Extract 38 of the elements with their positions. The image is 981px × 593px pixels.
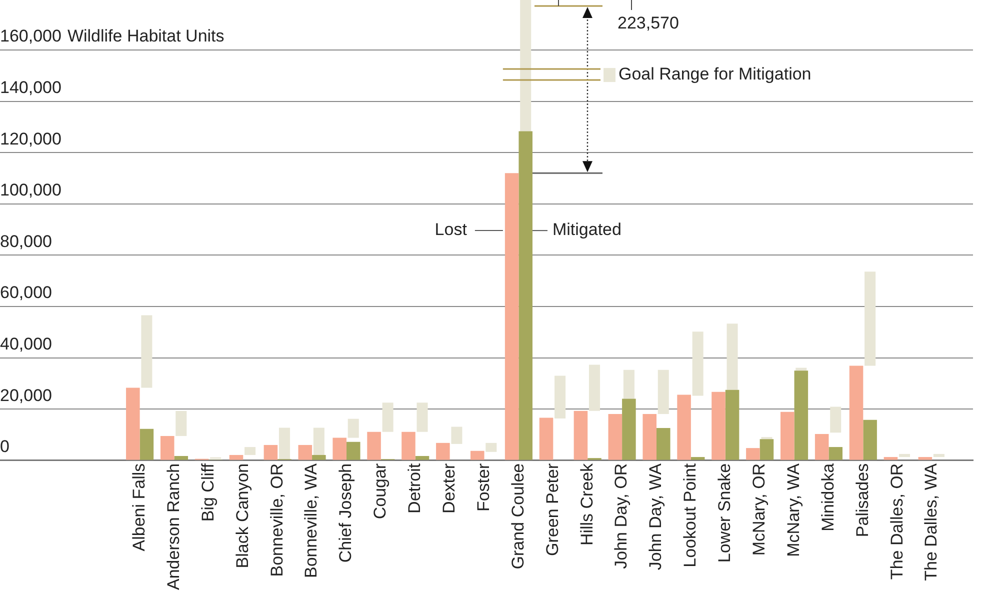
x-tick-label: Bonneville, OR (267, 463, 286, 577)
x-tick-label: Black Canyon (232, 463, 252, 568)
x-tick-label: The Dalles, OR (887, 463, 906, 580)
text: 223,570 (617, 14, 679, 33)
y-tick-label: 40,000 (0, 334, 52, 354)
y-tick-label: 80,000 (0, 232, 52, 251)
y-tick-label: 20,000 (0, 386, 52, 405)
x-tick-label: Minidoka (818, 462, 838, 532)
x-tick-label: Bonneville, WA (302, 462, 321, 578)
text: Lost (434, 220, 468, 240)
legend-label: Goal Range for Mitigation (618, 64, 812, 84)
x-tick-label: Albeni Falls (129, 463, 148, 552)
x-tick-label: McNary, OR (750, 463, 769, 556)
x-tick-label: Green Peter (542, 463, 562, 556)
y-tick-label: 140,000 (0, 78, 62, 97)
x-tick-label: McNary, WA (784, 462, 803, 557)
x-tick-label: Chief Joseph (336, 463, 356, 563)
x-tick-label: The Dalles, WA (922, 462, 941, 581)
x-tick-label: John Day, WA (646, 462, 666, 570)
x-tick-label: Grand Coulee (508, 463, 528, 570)
x-tick-label: Anderson Ranch (164, 463, 183, 590)
y-tick-label: 100,000 (0, 180, 62, 200)
x-tick-label: Hills Creek (577, 462, 596, 546)
y-axis-title: Wildlife Habitat Units (67, 26, 224, 46)
x-tick-label: John Day, OR (612, 463, 631, 569)
x-tick-label: Lower Snake (715, 463, 734, 563)
x-tick-label: Detroit (405, 463, 424, 514)
x-tick-label: Lookout Point (680, 463, 700, 568)
y-tick-label: 160,000 (0, 26, 62, 46)
series-label: Mitigated (552, 220, 622, 240)
y-tick-label: 120,000 (0, 129, 62, 148)
x-tick-label: Dexter (440, 463, 458, 514)
x-tick-label: Foster (474, 463, 493, 512)
x-tick-label: Cougar (370, 463, 390, 520)
x-tick-label: Palisades (852, 463, 872, 538)
y-tick-label: 60,000 (0, 283, 52, 302)
x-tick-label: Big Cliff (198, 463, 218, 522)
y-tick-label: 0 (0, 437, 10, 456)
